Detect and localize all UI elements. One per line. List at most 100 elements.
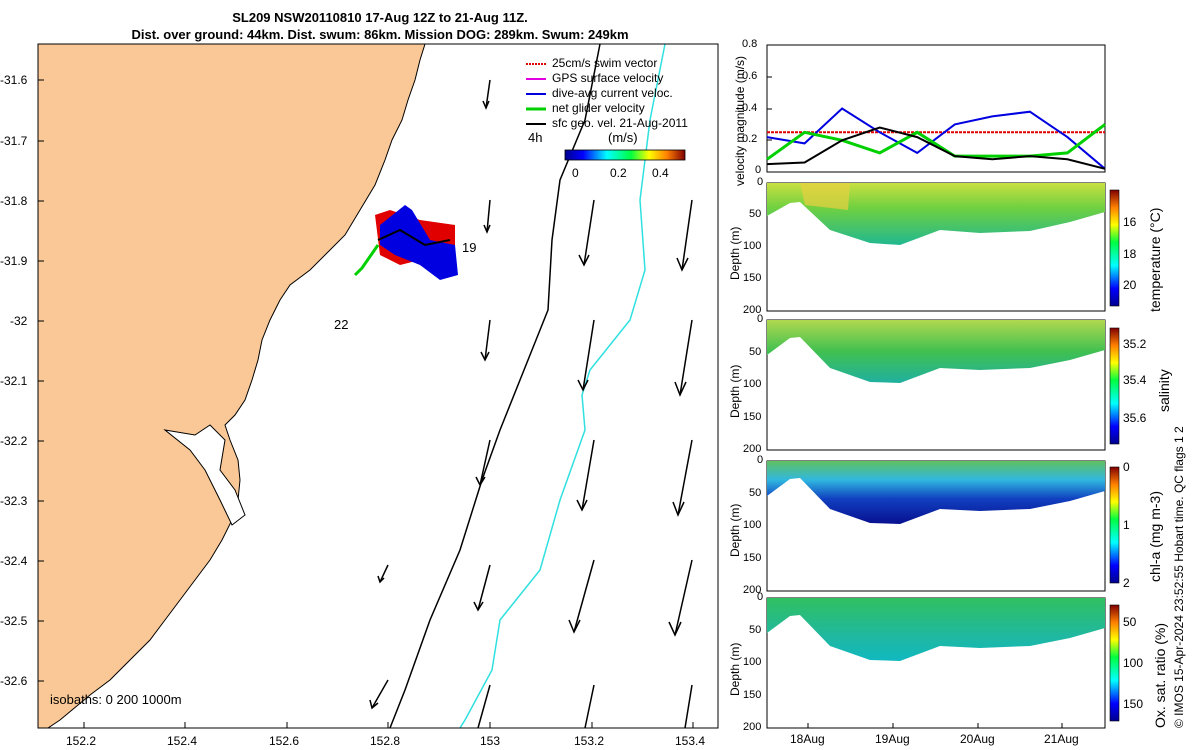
- depth-tick: 150: [743, 410, 762, 423]
- depth-tick: 200: [743, 584, 762, 596]
- lon-tick: 152.6: [269, 734, 300, 748]
- depth-tick: 0: [757, 176, 764, 188]
- lat-tick: -32.4: [0, 554, 28, 568]
- series-line-sfc-geo-vel-: [766, 126, 1106, 170]
- vel-ytick: 0.4: [742, 102, 758, 114]
- lat-tick: -32.6: [0, 674, 28, 688]
- lat-tick: -32.5: [0, 614, 28, 628]
- time-tick: 20Aug: [960, 732, 995, 746]
- depth-label: Depth (m): [728, 226, 742, 280]
- series-line-dive-avg-current: [766, 107, 1106, 170]
- colorbar-tick: 0.4: [652, 166, 669, 180]
- colorbar-tick: 35.2: [1123, 337, 1147, 352]
- isobath-1000: [459, 43, 666, 729]
- depth-tick: 150: [743, 551, 762, 564]
- depth-tick: 200: [743, 443, 762, 455]
- colorbar-tick: 16: [1123, 215, 1137, 230]
- time-tick: 21Aug: [1044, 732, 1079, 746]
- depth-tick: 150: [743, 688, 762, 701]
- legend-net-glider: net glider velocity: [552, 101, 645, 115]
- depth-tick: 0: [757, 454, 764, 466]
- glider-track: [353, 205, 458, 280]
- lat-tick: -31.8: [0, 194, 28, 208]
- colorbar-tick: 0.2: [610, 166, 627, 180]
- legend-sfc-geo: sfc geo. vel. 21-Aug-2011: [552, 116, 688, 130]
- depth-tick: 100: [743, 240, 762, 252]
- lon-tick: 153.2: [574, 734, 605, 748]
- legend-gps-velocity: GPS surface velocity: [552, 71, 664, 85]
- lon-tick: 152.4: [167, 734, 198, 748]
- colorbar-tick: 0: [1123, 460, 1130, 474]
- depth-tick: 100: [743, 519, 762, 531]
- lat-tick: -32: [10, 314, 28, 328]
- chla-panel: [766, 460, 1120, 592]
- depth-tick: 150: [743, 272, 762, 284]
- lon-tick: 153.4: [675, 734, 706, 748]
- map-panel: [37, 43, 719, 729]
- lat-tick: -31.7: [0, 134, 28, 148]
- salinity-label: salinity: [1156, 369, 1172, 412]
- depth-label: Depth (m): [728, 364, 742, 418]
- lat-tick: -32.1: [0, 374, 28, 388]
- credit-text: © IMOS 15-Apr-2024 23:52:55 Hobart time.…: [1172, 426, 1186, 728]
- lat-tick: -31.6: [0, 73, 28, 87]
- day-label: 19: [462, 240, 477, 255]
- legend-swim-vector: 25cm/s swim vector: [552, 56, 658, 70]
- chart-title-line2: Dist. over ground: 44km. Dist. swum: 86k…: [131, 27, 629, 42]
- isobath-200: [389, 43, 601, 729]
- colorbar-tick: 20: [1123, 278, 1137, 293]
- lon-tick: 152.8: [370, 734, 401, 748]
- current-arrows: [369, 79, 693, 729]
- depth-tick: 0: [757, 313, 764, 325]
- depth-label: Depth (m): [728, 642, 742, 696]
- depth-tick: 50: [749, 208, 762, 220]
- time-tick: 18Aug: [790, 732, 825, 746]
- vel-ytick: 0.6: [742, 70, 758, 82]
- oxygen-label: Ox. sat. ratio (%): [1152, 622, 1168, 728]
- vel-ytick: 0: [755, 164, 762, 176]
- colorbar-tick: 18: [1123, 246, 1137, 261]
- lat-tick: -32.3: [0, 494, 28, 508]
- colorbar-tick: 35.6: [1123, 411, 1147, 426]
- land-mass: [37, 43, 426, 729]
- vel-ylabel: velocity magnitude (m/s): [733, 55, 747, 186]
- depth-tick: 200: [743, 304, 762, 316]
- estuary: [163, 424, 246, 526]
- colorbar-tick: 2: [1123, 576, 1130, 590]
- chart-title-line1: SL209 NSW20110810 17-Aug 12Z to 21-Aug 1…: [232, 10, 528, 25]
- velocity-panel: [766, 44, 1106, 173]
- colorbar-tick: 0: [572, 166, 579, 180]
- map-legend-swatches: [526, 63, 546, 125]
- lon-tick: 152.2: [66, 734, 97, 748]
- vel-ytick: 0.8: [742, 38, 758, 50]
- temperature-panel: [766, 182, 1120, 312]
- salinity-panel: [766, 319, 1120, 451]
- colorbar-tick: 35.4: [1123, 373, 1147, 388]
- temperature-label: temperature (°C): [1147, 207, 1163, 312]
- depth-tick: 50: [749, 345, 762, 358]
- depth-tick: 100: [743, 656, 762, 668]
- colorbar-tick: 50: [1123, 615, 1137, 630]
- depth-label: Depth (m): [728, 503, 742, 557]
- chla-label: chl-a (mg m-3): [1147, 490, 1163, 582]
- colorbar-unit: (m/s): [608, 130, 638, 145]
- isobath-label: isobaths: 0 200 1000m: [50, 692, 182, 707]
- lon-tick: 153: [480, 734, 501, 748]
- colorbar-tick: 1: [1123, 518, 1130, 532]
- day-label: 22: [334, 317, 349, 332]
- colorbar-tick: 100: [1123, 656, 1144, 670]
- depth-tick: 0: [757, 591, 764, 603]
- depth-tick: 200: [743, 721, 762, 733]
- scale-label: 4h: [528, 130, 543, 145]
- oxygen-panel: [766, 597, 1120, 729]
- legend-dive-avg: dive-avg current veloc.: [552, 86, 673, 100]
- lat-tick: -32.2: [0, 434, 28, 448]
- lat-tick: -31.9: [0, 254, 28, 268]
- depth-tick: 50: [749, 486, 762, 499]
- series-line-net-glider: [766, 123, 1106, 161]
- vel-ytick: 0.2: [742, 133, 758, 145]
- time-tick: 19Aug: [875, 732, 910, 746]
- map-colorbar: [564, 149, 686, 161]
- depth-tick: 100: [743, 378, 762, 390]
